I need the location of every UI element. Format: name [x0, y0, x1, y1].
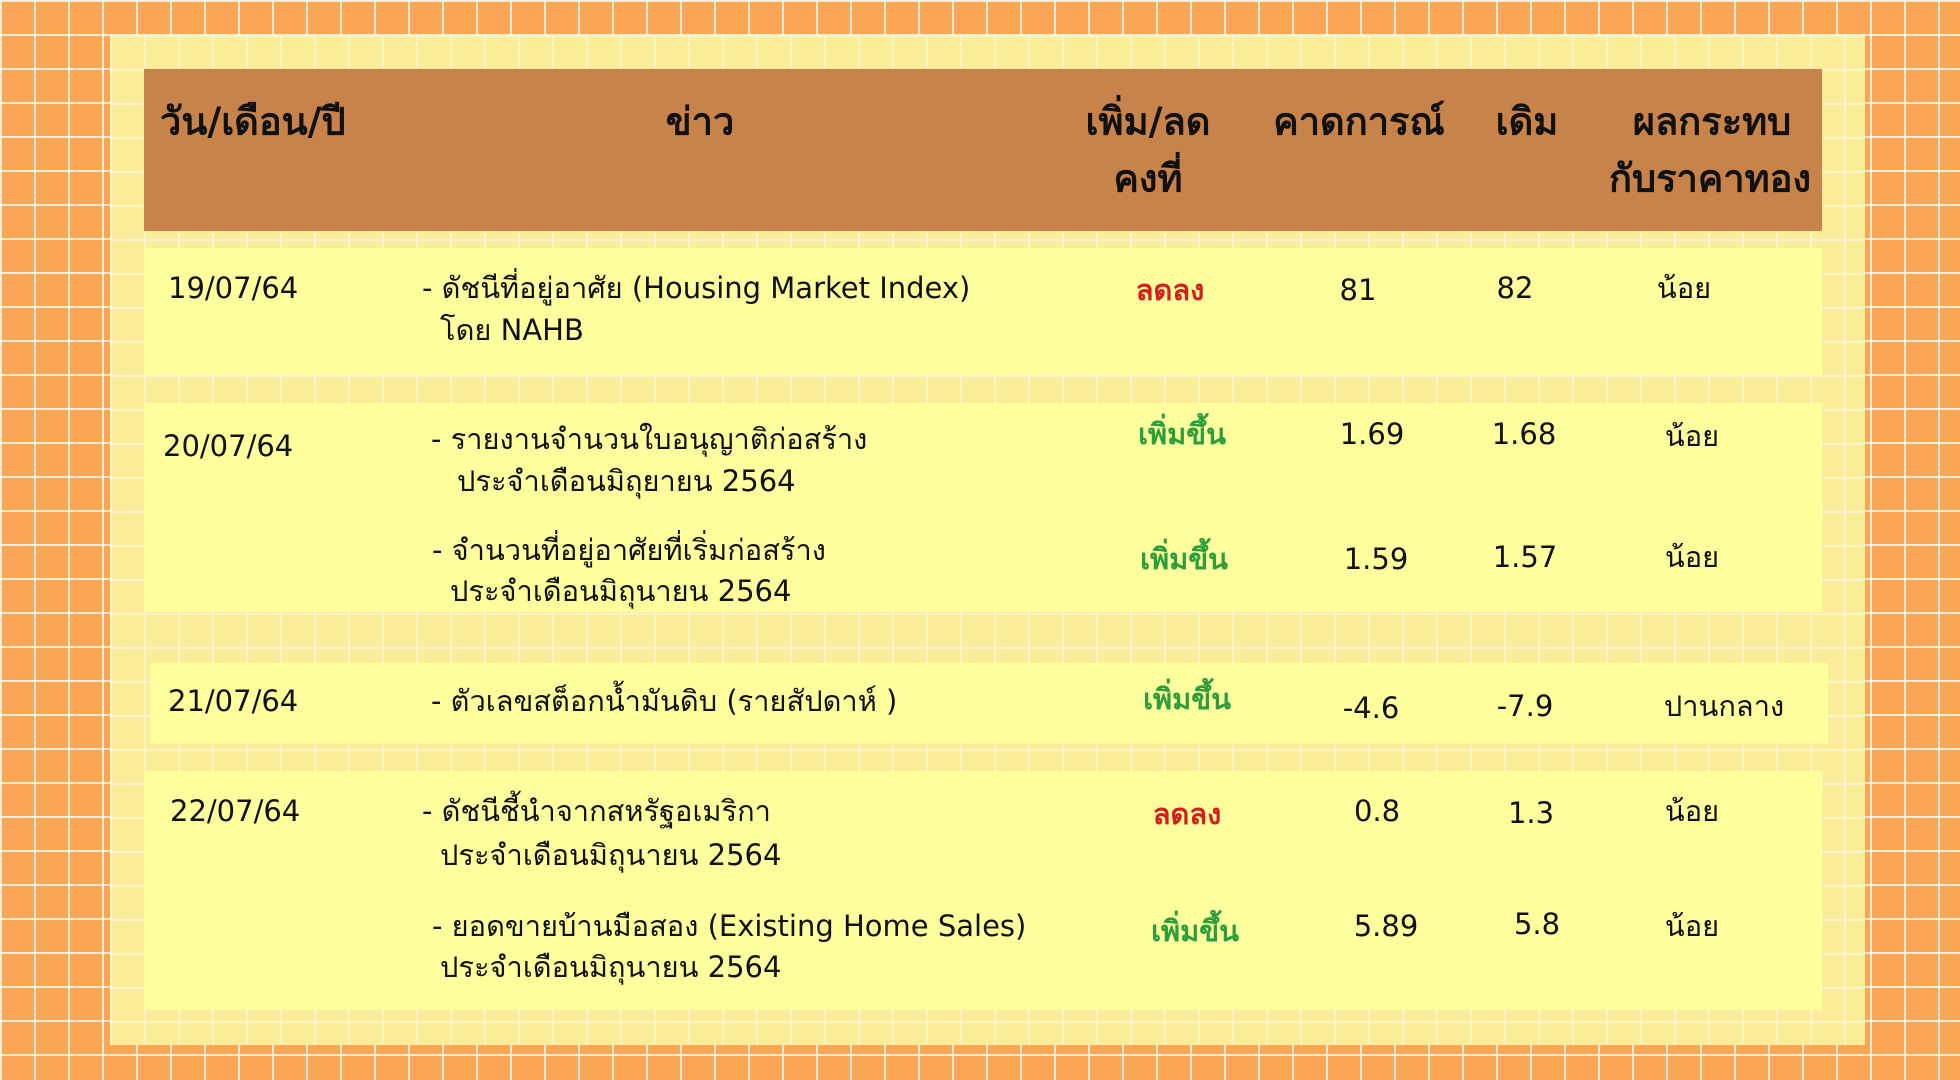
header-forecast: คาดการณ์: [1273, 99, 1445, 144]
impact-value: น้อย: [1664, 909, 1720, 943]
prior-value: 1.68: [1491, 417, 1557, 451]
news-subtitle: ประจำเดือนมิถุยายน 2564: [457, 464, 796, 498]
news-title: - จำนวนที่อยู่อาศัยที่เริ่มก่อสร้าง: [432, 533, 826, 567]
forecast-value: 1.59: [1343, 542, 1409, 576]
forecast-value: 0.8: [1353, 794, 1401, 828]
table-row: [150, 663, 1828, 744]
news-subtitle: ประจำเดือนมิถุนายน 2564: [440, 838, 782, 872]
row-date: 21/07/64: [168, 684, 299, 718]
header-date: วัน/เดือน/ปี: [160, 99, 346, 144]
change-status: เพิ่มขึ้น: [1143, 682, 1231, 716]
header-news: ข่าว: [665, 99, 735, 144]
change-status: ลดลง: [1152, 797, 1222, 831]
news-subtitle: โดย NAHB: [440, 313, 584, 347]
change-status: เพิ่มขึ้น: [1151, 914, 1239, 948]
change-status: เพิ่มขึ้น: [1138, 417, 1226, 451]
table-row: [144, 771, 1822, 1010]
change-status: เพิ่มขึ้น: [1140, 542, 1228, 576]
impact-value: น้อย: [1664, 419, 1720, 453]
row-date: 19/07/64: [168, 271, 299, 305]
news-title: - ดัชนีที่อยู่อาศัย (Housing Market Inde…: [422, 271, 971, 305]
news-subtitle: ประจำเดือนมิถุนายน 2564: [440, 950, 782, 984]
prior-value: 1.57: [1492, 540, 1558, 574]
news-title: - ตัวเลขสต็อกน้ำมันดิบ (รายสัปดาห์ ): [431, 684, 898, 718]
news-title: - ยอดขายบ้านมือสอง (Existing Home Sales): [432, 909, 1027, 943]
change-status: ลดลง: [1135, 273, 1205, 307]
forecast-value: 5.89: [1353, 909, 1419, 943]
news-subtitle: ประจำเดือนมิถุนายน 2564: [450, 574, 792, 608]
row-date: 22/07/64: [170, 794, 301, 828]
impact-value: ปานกลาง: [1663, 689, 1785, 723]
forecast-value: 81: [1339, 273, 1377, 307]
table-row: [144, 403, 1822, 612]
impact-value: น้อย: [1656, 271, 1712, 305]
table-row: [144, 248, 1822, 375]
table-header: [144, 69, 1822, 231]
header-impact-line2: กับราคาทอง: [1608, 156, 1812, 201]
prior-value: 82: [1496, 271, 1534, 305]
header-prior: เดิม: [1495, 99, 1559, 144]
impact-value: น้อย: [1664, 540, 1720, 574]
prior-value: 1.3: [1507, 796, 1555, 830]
header-change-line2: คงที่: [1113, 156, 1183, 201]
header-impact: ผลกระทบ: [1632, 99, 1792, 144]
header-change: เพิ่ม/ลด: [1085, 99, 1211, 144]
row-date: 20/07/64: [163, 429, 294, 463]
prior-value: 5.8: [1513, 907, 1561, 941]
forecast-value: 1.69: [1339, 417, 1405, 451]
forecast-value: -4.6: [1342, 691, 1400, 725]
prior-value: -7.9: [1496, 689, 1554, 723]
impact-value: น้อย: [1664, 794, 1720, 828]
news-title: - ดัชนีชี้นำจากสหรัฐอเมริกา: [422, 794, 771, 828]
news-title: - รายงานจำนวนใบอนุญาติก่อสร้าง: [431, 422, 868, 456]
